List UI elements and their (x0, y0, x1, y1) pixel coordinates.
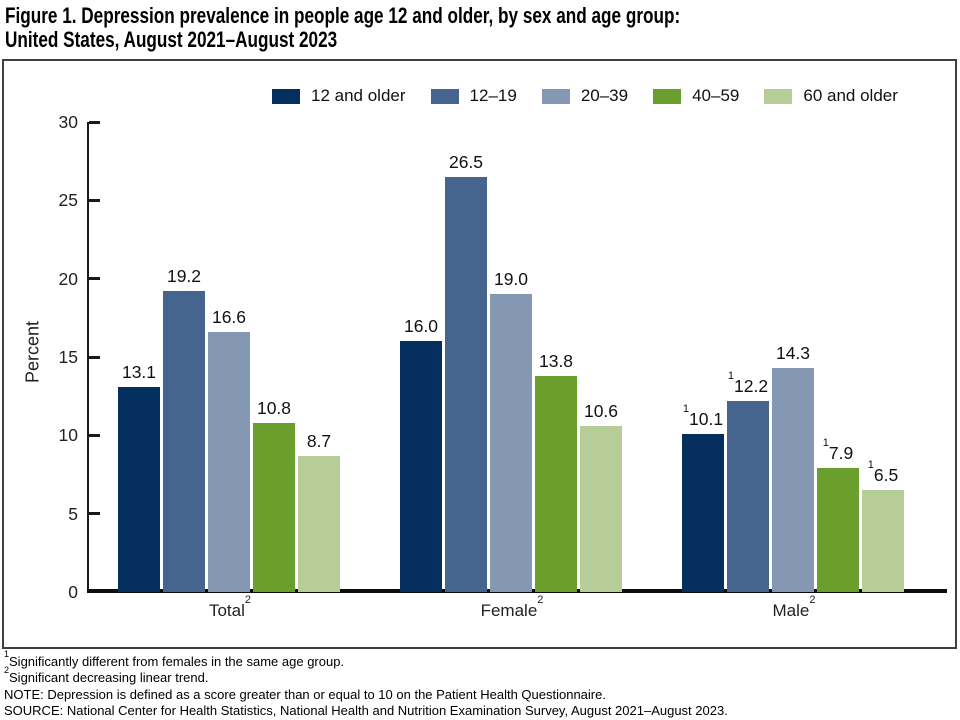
bar (118, 386, 160, 592)
figure-title: Figure 1. Depression prevalence in peopl… (5, 4, 680, 52)
bar-value-label: 19.0 (493, 269, 529, 290)
footnote-line: NOTE: Depression is defined as a score g… (4, 686, 606, 702)
legend-label: 12 and older (311, 86, 406, 105)
y-tick (89, 277, 100, 281)
legend-label: 20–39 (580, 86, 629, 105)
bar-value-label: 110.1 (682, 402, 724, 429)
y-tick-label: 10 (58, 425, 78, 446)
bar (772, 367, 814, 592)
y-tick-label: 30 (58, 112, 78, 132)
legend: 12 and older 12–19 20–39 40–59 60 and older (272, 86, 898, 106)
legend-swatch (272, 88, 300, 104)
legend-item: 20–39 (541, 86, 629, 106)
x-group-label: Female2 (480, 594, 544, 620)
bar (208, 331, 250, 592)
y-tick-label: 15 (58, 347, 78, 367)
y-tick (89, 198, 100, 202)
bar (682, 433, 724, 592)
superscript: 2 (244, 594, 252, 607)
figure-title-line2: United States, August 2021–August 2023 (5, 27, 338, 52)
bar (490, 294, 532, 592)
bar-value-label: 13.8 (538, 350, 574, 371)
legend-item: 60 and older (764, 86, 898, 106)
y-tick-label: 0 (68, 582, 78, 602)
legend-label: 60 and older (803, 86, 898, 105)
legend-item: 12 and older (272, 86, 406, 106)
y-tick (89, 512, 100, 516)
bar-value-label: 16.5 (867, 459, 899, 486)
legend-swatch (430, 88, 459, 104)
y-axis-title: Percent (22, 320, 43, 384)
bar-value-label: 17.9 (822, 437, 854, 464)
footnote-line: 1Significantly different from females in… (4, 648, 345, 669)
bar (817, 468, 859, 592)
y-tick (89, 120, 100, 124)
footnotes: 1Significantly different from females in… (4, 648, 728, 720)
bar-value-label: 16.6 (211, 306, 247, 327)
bar-value-label: 13.1 (121, 361, 157, 382)
superscript: 2 (809, 594, 816, 607)
footnote-line: SOURCE: National Center for Health Stati… (4, 703, 728, 719)
y-tick-label: 5 (68, 503, 78, 524)
bar-value-label: 14.3 (775, 342, 811, 363)
legend-swatch (764, 88, 793, 104)
superscript: 1 (867, 459, 874, 472)
footnote-line: 2Significant decreasing linear trend. (4, 665, 209, 686)
legend-swatch (653, 88, 682, 104)
bar-value-label: 19.2 (166, 266, 202, 287)
superscript: 2 (537, 594, 544, 607)
bar (163, 291, 205, 592)
bar (445, 176, 487, 592)
figure-title-line1: Figure 1. Depression prevalence in peopl… (5, 3, 681, 28)
bar-value-label: 10.8 (256, 397, 292, 418)
y-tick (89, 433, 100, 437)
superscript: 1 (822, 437, 829, 450)
legend-label: 12–19 (469, 86, 517, 105)
bar (727, 400, 769, 592)
superscript: 1 (4, 648, 10, 659)
superscript: 1 (727, 370, 735, 383)
y-tick-label: 20 (58, 268, 78, 289)
bar (400, 341, 442, 592)
y-tick (89, 355, 100, 359)
bar (535, 375, 577, 592)
bar (580, 425, 622, 592)
bar-value-label: 8.7 (306, 430, 332, 451)
x-group-label: Male2 (772, 594, 816, 620)
superscript: 2 (4, 665, 10, 676)
bar-value-label: 26.5 (448, 151, 484, 172)
bar (862, 490, 904, 592)
legend-label: 40–59 (692, 86, 740, 105)
bar-value-label: 10.6 (583, 400, 619, 421)
bar (298, 455, 340, 592)
x-group-label: Total2 (208, 594, 252, 620)
legend-item: 40–59 (653, 86, 739, 106)
superscript: 1 (682, 402, 690, 415)
y-axis-line (87, 122, 89, 592)
legend-swatch (541, 88, 570, 104)
bar (253, 422, 295, 592)
bar-value-label: 112.2 (727, 370, 769, 396)
bar-value-label: 16.0 (403, 316, 439, 337)
y-tick-label: 25 (58, 190, 78, 211)
legend-item: 12–19 (430, 86, 517, 106)
